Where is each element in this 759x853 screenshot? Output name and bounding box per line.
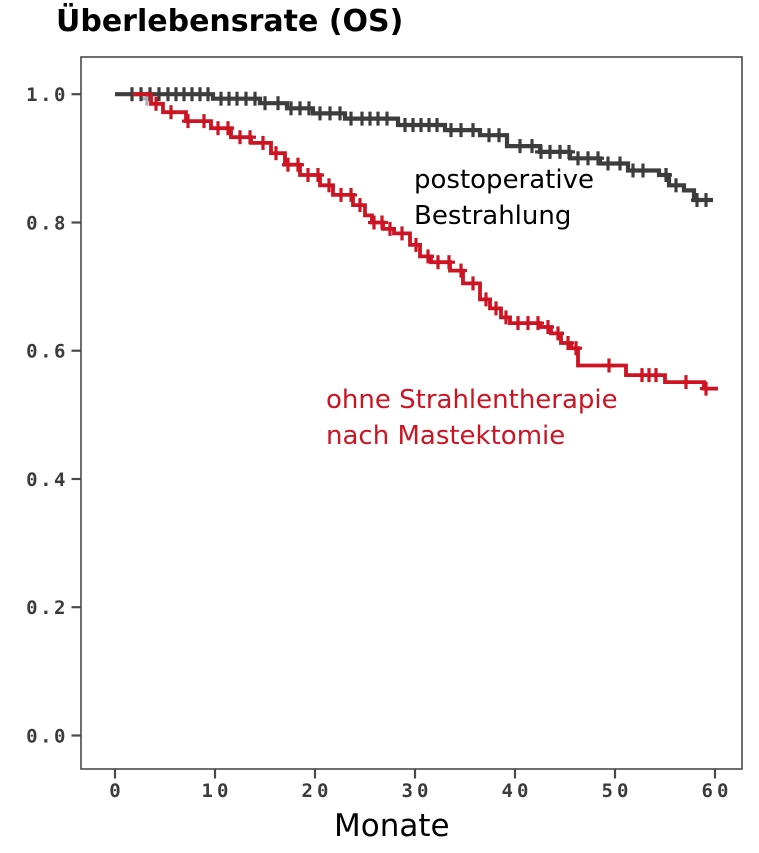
x-tick-label: 60 (702, 780, 733, 802)
series-label-line: nach Mastektomie (326, 421, 566, 451)
series-label-red: ohne Strahlentherapie nach Mastektomie (326, 382, 618, 454)
series-path-1 (133, 92, 718, 391)
y-tick-label: 0.2 (26, 597, 68, 619)
series-label-line: ohne Strahlentherapie (326, 385, 618, 415)
y-tick-label: 0.4 (26, 469, 68, 491)
x-axis-title: Monate (334, 808, 450, 844)
series-label-line: Bestrahlung (414, 201, 572, 231)
plot-border (80, 56, 743, 770)
y-tick-label: 0.6 (26, 341, 68, 363)
x-tick-label: 40 (502, 780, 533, 802)
x-tick-label: 20 (302, 780, 333, 802)
y-tick-label: 0.8 (26, 213, 68, 235)
x-tick-label: 10 (202, 780, 233, 802)
y-tick-label: 0.0 (26, 726, 68, 748)
x-tick-label: 50 (602, 780, 633, 802)
x-tick-label: 0 (109, 780, 124, 802)
chart-title: Überlebensrate (OS) (56, 4, 404, 39)
y-tick-label: 1.0 (26, 84, 68, 106)
series-label-line: postoperative (414, 165, 594, 195)
x-tick-label: 30 (402, 780, 433, 802)
series-label-black: postoperative Bestrahlung (414, 162, 594, 234)
